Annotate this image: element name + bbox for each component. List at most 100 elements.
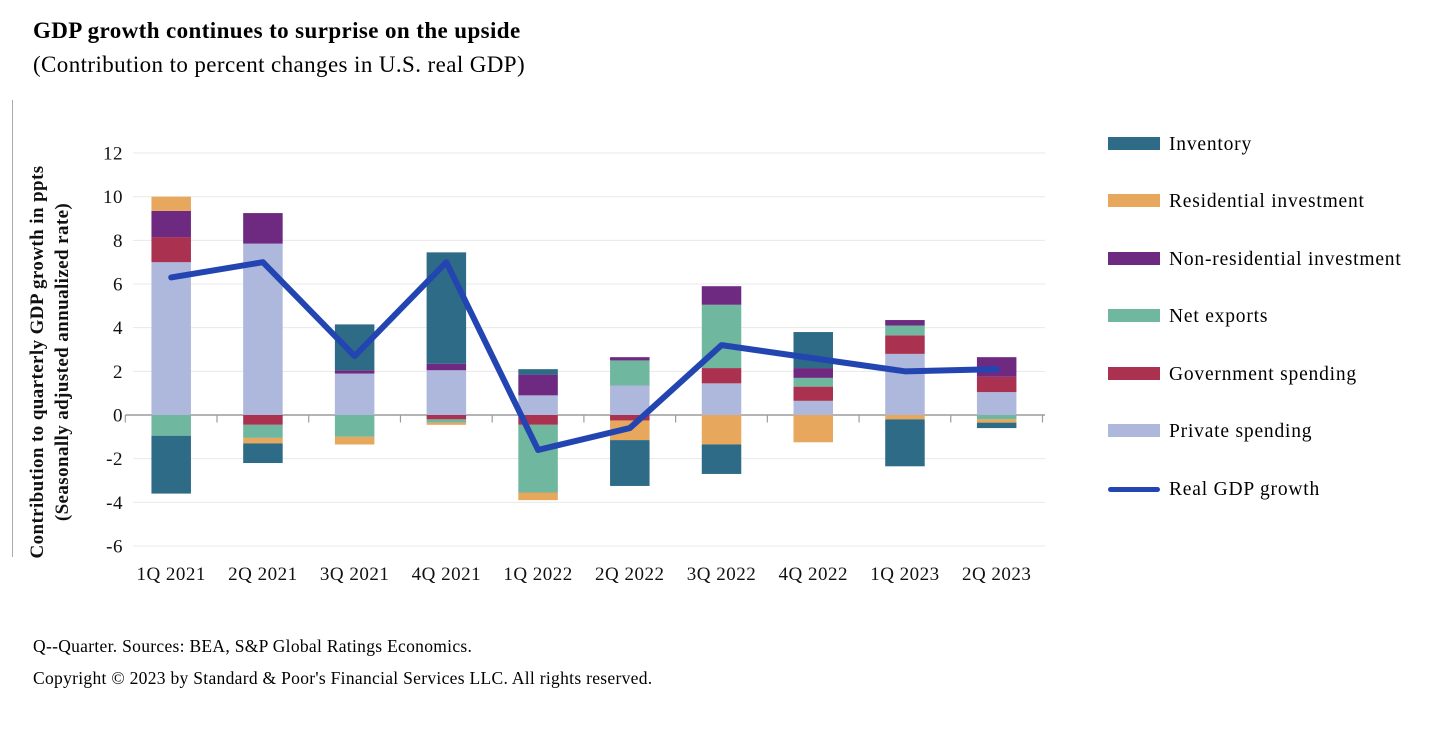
bar-segment-net-exports [885, 325, 925, 336]
bar-segment-non-residential-investment [151, 210, 191, 238]
bar-segment-residential-investment [885, 415, 925, 420]
bar-segment-non-residential-investment [334, 370, 375, 374]
legend-color-swatch [1108, 194, 1160, 207]
legend-label: Private spending [1169, 421, 1313, 442]
bar-segment-government-spending [151, 237, 191, 263]
legend-color-swatch [1108, 309, 1160, 322]
y-tick-label: 12 [103, 144, 123, 165]
bar-segment-private-spending [151, 262, 191, 415]
bar-segment-inventory [151, 435, 191, 494]
bar-segment-net-exports [334, 415, 375, 437]
bar-segment-residential-investment [793, 415, 833, 443]
x-category-label: 2Q 2023 [962, 564, 1031, 585]
legend-label: Non-residential investment [1169, 249, 1402, 270]
x-category-label: 1Q 2022 [503, 564, 572, 585]
bar-segment-inventory [334, 324, 375, 371]
bar-segment-residential-investment [334, 436, 375, 445]
legend-item-real-gdp-growth: Real GDP growth [1108, 477, 1320, 502]
bar-segment-private-spending [610, 385, 650, 415]
bar-segment-non-residential-investment [243, 213, 283, 244]
legend-item-non-residential-investment: Non-residential investment [1108, 247, 1402, 272]
legend-item-private-spending: Private spending [1108, 419, 1312, 444]
legend-item-government-spending: Government spending [1108, 362, 1357, 387]
legend-item-residential-investment: Residential investment [1108, 189, 1365, 214]
x-category-label: 3Q 2022 [687, 564, 756, 585]
x-category-label: 1Q 2023 [870, 564, 939, 585]
legend-line-swatch [1108, 487, 1160, 492]
bar-segment-government-spending [701, 368, 742, 384]
x-category-label: 3Q 2021 [320, 564, 389, 585]
bar-segment-inventory [885, 419, 925, 467]
y-axis-title-line2: (Seasonally adjusted annualized rate) [52, 203, 73, 521]
bar-segment-residential-investment [701, 415, 742, 445]
y-tick-label: 0 [113, 406, 123, 427]
bar-segment-residential-investment [518, 492, 558, 501]
y-tick-label: -6 [106, 536, 123, 557]
bar-segment-government-spending [243, 415, 283, 425]
legend-label: Residential investment [1169, 191, 1365, 212]
legend-item-net-exports: Net exports [1108, 304, 1268, 329]
bar-segment-private-spending [334, 373, 375, 415]
legend-label: Inventory [1169, 134, 1253, 155]
bar-segment-non-residential-investment [610, 357, 650, 361]
y-tick-label: -4 [106, 493, 123, 514]
bar-segment-non-residential-investment [885, 320, 925, 326]
bar-segment-residential-investment [151, 196, 191, 211]
bar-segment-net-exports [976, 415, 1017, 420]
bar-segment-non-residential-investment [701, 286, 742, 305]
chart-legend: Inventory Residential investment Non-resid… [1108, 0, 1442, 560]
legend-color-swatch [1108, 252, 1160, 265]
bar-segment-inventory [701, 444, 742, 474]
bar-segment-government-spending [426, 415, 467, 420]
bar-segment-government-spending [885, 335, 925, 354]
bar-segment-inventory [610, 440, 650, 486]
chart-subtitle: (Contribution to percent changes in U.S.… [33, 52, 526, 77]
y-tick-label: 10 [103, 187, 123, 208]
bar-segment-net-exports [518, 424, 558, 493]
bar-segment-private-spending [518, 395, 558, 415]
y-tick-label: -2 [106, 449, 123, 470]
bar-segment-government-spending [793, 386, 833, 401]
y-axis-title-line1: Contribution to quarterly GDP growth in … [27, 165, 48, 558]
bar-segment-net-exports [426, 419, 467, 423]
bar-segment-net-exports [610, 360, 650, 386]
bar-segment-net-exports [243, 424, 283, 438]
bar-segment-net-exports [151, 415, 191, 436]
x-category-label: 2Q 2022 [595, 564, 664, 585]
bar-segment-private-spending [243, 243, 283, 415]
bar-segment-private-spending [885, 353, 925, 415]
bar-segment-residential-investment [243, 437, 283, 444]
legend-color-swatch [1108, 137, 1160, 150]
bar-segment-residential-investment [426, 422, 467, 425]
x-category-label: 4Q 2022 [778, 564, 847, 585]
bar-segment-government-spending [610, 415, 650, 421]
x-category-label: 2Q 2021 [228, 564, 297, 585]
y-tick-label: 2 [113, 362, 123, 383]
y-tick-label: 8 [113, 231, 123, 252]
y-tick-label: 6 [113, 275, 123, 296]
bar-segment-inventory [518, 369, 558, 375]
x-category-label: 4Q 2021 [412, 564, 481, 585]
bar-segment-non-residential-investment [793, 368, 833, 378]
legend-label: Real GDP growth [1169, 479, 1321, 500]
legend-color-swatch [1108, 367, 1160, 380]
bar-segment-government-spending [976, 376, 1017, 393]
chart-title: GDP growth continues to surprise on the … [33, 18, 521, 43]
bar-segment-inventory [243, 443, 283, 464]
bar-segment-government-spending [518, 415, 558, 425]
bar-segment-private-spending [793, 400, 833, 415]
bar-segment-residential-investment [976, 419, 1017, 423]
legend-label: Government spending [1169, 364, 1357, 385]
bar-segment-private-spending [976, 392, 1017, 415]
bar-segment-inventory [426, 252, 467, 364]
legend-label: Net exports [1169, 306, 1269, 327]
chart-plot-area: 12 10 8 6 4 2 0 -2 -4 -6 1Q 2021 2Q 2021 3Q 2021 4Q 2… [12, 100, 1045, 585]
legend-color-swatch [1108, 424, 1160, 437]
bar-segment-private-spending [426, 370, 467, 415]
bar-segment-non-residential-investment [426, 363, 467, 371]
copyright-note: Copyright © 2023 by Standard & Poor's Fi… [33, 668, 653, 688]
legend-item-inventory: Inventory [1108, 132, 1252, 157]
x-category-label: 1Q 2021 [136, 564, 205, 585]
bar-segment-inventory [976, 422, 1017, 429]
